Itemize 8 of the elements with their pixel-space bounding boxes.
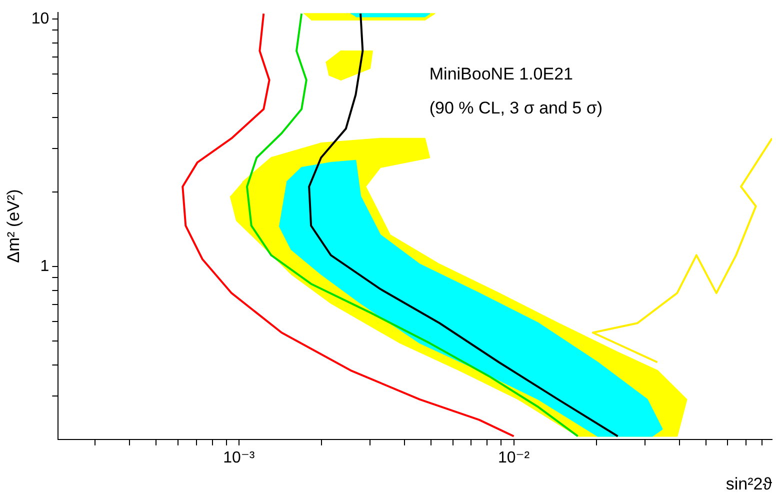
x-tick-label: 10⁻³ (223, 449, 256, 466)
y-tick-label: 1 (40, 258, 50, 275)
x-tick-label: 10⁻² (498, 449, 530, 466)
x-axis-title: sin²2ϑ (726, 474, 773, 494)
y-tick-label: 10 (31, 10, 50, 28)
annotation: (90 % CL, 3 σ and 5 σ) (429, 98, 602, 118)
annotation: MiniBooNE 1.0E21 (429, 64, 574, 84)
y-axis-title: Δm² (eV²) (4, 189, 23, 263)
